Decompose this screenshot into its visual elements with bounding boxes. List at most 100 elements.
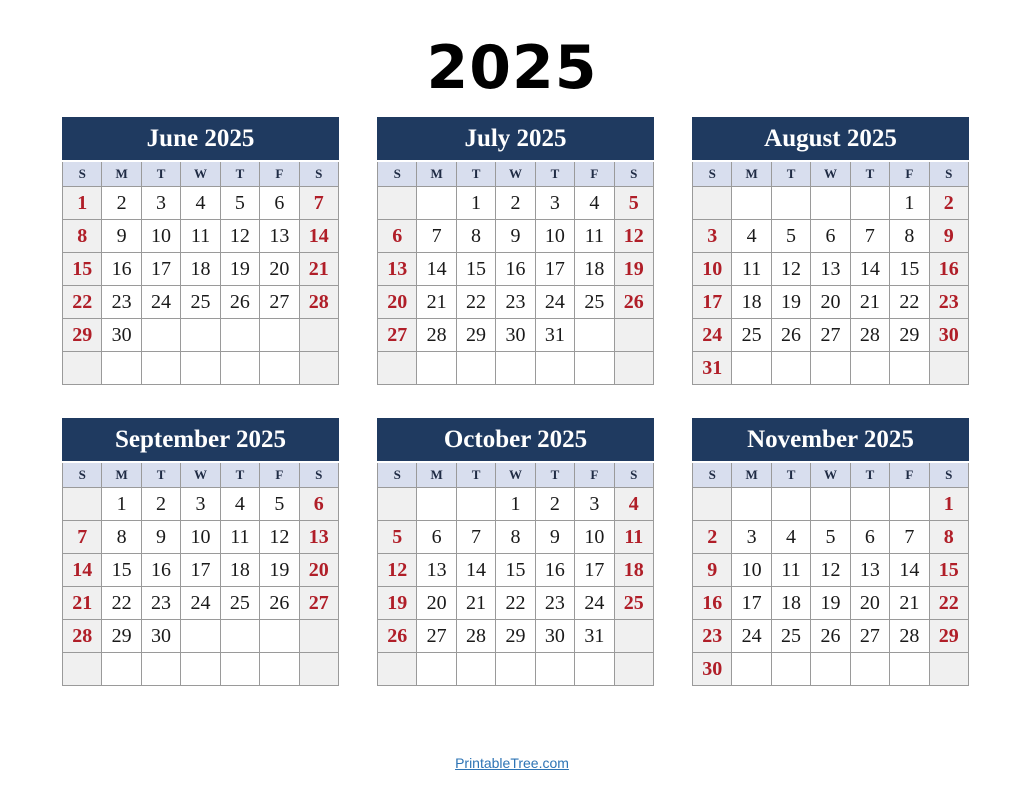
day-cell: [455, 652, 497, 686]
month-body: 1 2 3 4 5 6 7 8 9 10 11 12 13 14 15 16 17 18 19 20 21 22 23 24 2…: [691, 186, 970, 385]
day-cell: 13: [849, 553, 891, 587]
day-cell: 4: [180, 186, 221, 220]
day-cell: 28: [298, 285, 340, 319]
day-cell: 4: [574, 186, 615, 220]
day-cell: [259, 619, 300, 653]
day-cell: [691, 186, 733, 220]
weekday-header: T: [849, 160, 891, 187]
day-cell: [101, 351, 142, 385]
day-cell: 12: [259, 520, 300, 554]
day-cell: 21: [416, 285, 457, 319]
day-cell: [770, 351, 812, 385]
day-cell: 3: [731, 520, 772, 554]
day-cell: [613, 318, 655, 352]
day-cell: 27: [376, 318, 418, 352]
day-cell: 2: [534, 487, 576, 521]
day-cell: [731, 487, 772, 521]
weekday-header: W: [180, 461, 221, 488]
day-cell: 1: [101, 487, 142, 521]
day-cell: 10: [534, 219, 576, 253]
day-cell: 4: [219, 487, 261, 521]
day-cell: [810, 487, 851, 521]
day-cell: 31: [574, 619, 615, 653]
day-cell: 22: [455, 285, 497, 319]
week-row: 24 25 26 27 28 29 30: [691, 318, 970, 352]
printabletree-link[interactable]: PrintableTree.com: [455, 755, 569, 771]
weekday-header: T: [455, 160, 497, 187]
week-row: 7 8 9 10 11 12 13: [61, 520, 340, 554]
day-cell: 11: [574, 219, 615, 253]
day-cell: 28: [61, 619, 103, 653]
day-cell: 24: [140, 285, 182, 319]
day-cell: 5: [259, 487, 300, 521]
day-cell: 23: [495, 285, 536, 319]
day-cell: 11: [219, 520, 261, 554]
day-cell: 5: [219, 186, 261, 220]
day-cell: 18: [731, 285, 772, 319]
month-title: August 2025: [692, 117, 969, 162]
day-cell: 25: [613, 586, 655, 620]
day-cell: 16: [101, 252, 142, 286]
day-cell: 27: [298, 586, 340, 620]
day-cell: 17: [731, 586, 772, 620]
day-cell: 16: [140, 553, 182, 587]
day-cell: [61, 487, 103, 521]
day-cell: 11: [613, 520, 655, 554]
day-cell: 12: [376, 553, 418, 587]
day-cell: [495, 351, 536, 385]
week-row: 26 27 28 29 30 31: [376, 619, 655, 653]
day-cell: [416, 487, 457, 521]
day-cell: [180, 652, 221, 686]
day-cell: [376, 186, 418, 220]
week-row: [61, 351, 340, 385]
day-cell: 13: [376, 252, 418, 286]
day-cell: [731, 652, 772, 686]
day-cell: 10: [140, 219, 182, 253]
day-cell: 7: [849, 219, 891, 253]
day-cell: 15: [61, 252, 103, 286]
day-cell: 9: [101, 219, 142, 253]
week-row: 16 17 18 19 20 21 22: [691, 586, 970, 620]
day-cell: [259, 318, 300, 352]
day-cell: [416, 652, 457, 686]
day-cell: [180, 318, 221, 352]
day-cell: 2: [928, 186, 970, 220]
weekday-header: M: [731, 160, 772, 187]
weekday-header: F: [889, 160, 930, 187]
week-row: 28 29 30: [61, 619, 340, 653]
weekday-header: T: [534, 461, 576, 488]
weekday-header: W: [495, 160, 536, 187]
day-cell: [219, 652, 261, 686]
day-cell: 10: [180, 520, 221, 554]
weekday-header: S: [61, 461, 103, 488]
day-cell: 23: [140, 586, 182, 620]
day-cell: 3: [534, 186, 576, 220]
day-cell: [613, 351, 655, 385]
day-cell: 20: [376, 285, 418, 319]
day-cell: 25: [574, 285, 615, 319]
day-cell: 8: [455, 219, 497, 253]
day-cell: 20: [849, 586, 891, 620]
day-cell: 23: [534, 586, 576, 620]
weekday-header: F: [259, 160, 300, 187]
week-row: 6 7 8 9 10 11 12: [376, 219, 655, 253]
day-cell: 29: [455, 318, 497, 352]
day-cell: 24: [691, 318, 733, 352]
month-title-row: October 2025: [377, 418, 654, 463]
week-row: 23 24 25 26 27 28 29: [691, 619, 970, 653]
day-cell: [140, 652, 182, 686]
week-row: 12 13 14 15 16 17 18: [376, 553, 655, 587]
day-cell: [574, 318, 615, 352]
week-row: [61, 652, 340, 686]
day-cell: 1: [61, 186, 103, 220]
day-cell: 7: [298, 186, 340, 220]
week-row: 10 11 12 13 14 15 16: [691, 252, 970, 286]
month-body: 1 2 3 4 5 6 7 8 9 10 11 12 13 14 15 16 17 18 19 20 21 22 23 24 2…: [61, 186, 340, 385]
